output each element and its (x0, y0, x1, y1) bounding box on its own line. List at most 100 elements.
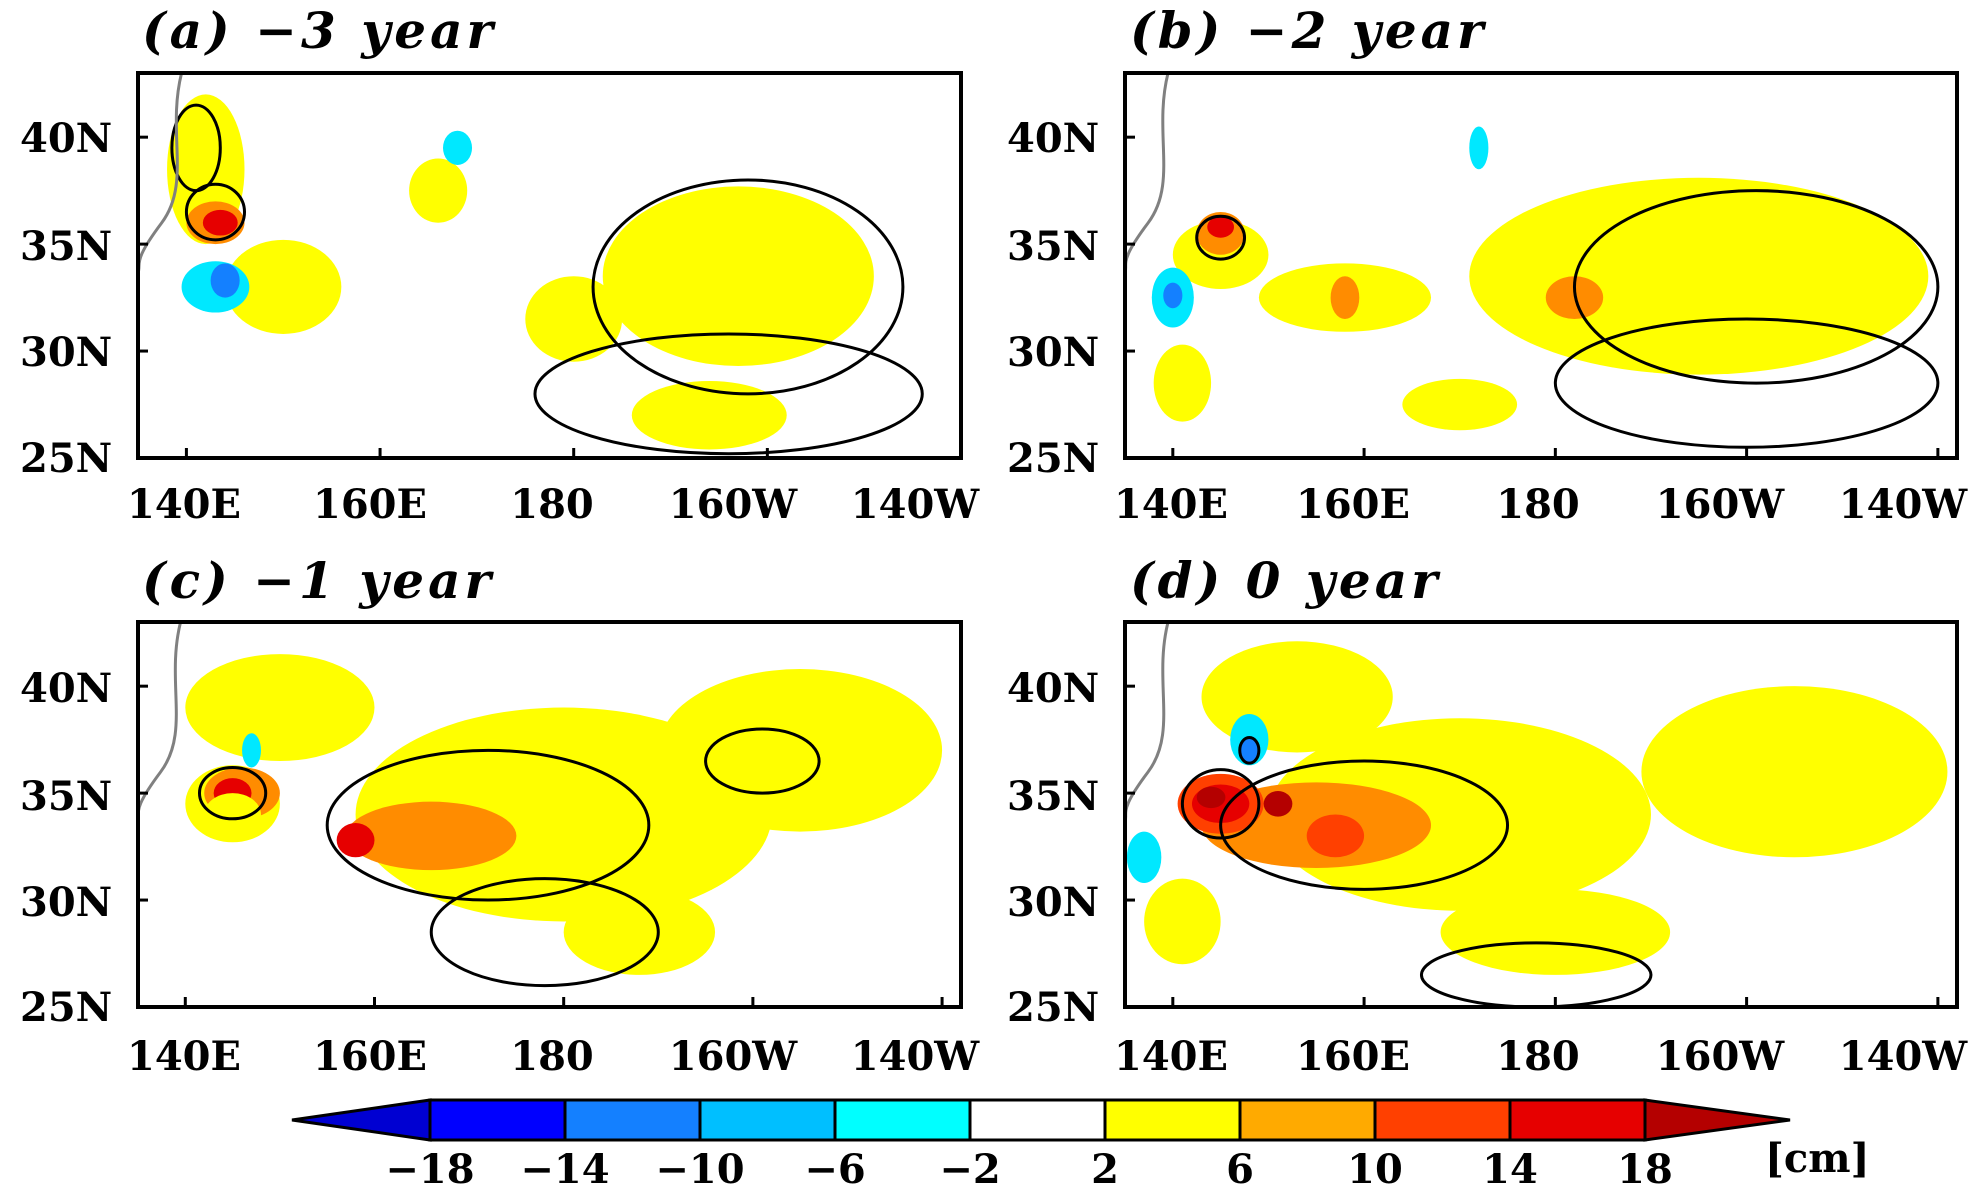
panel-b-xtick-140w: 140W (1839, 481, 1968, 528)
colorbar-swatch (833, 1098, 972, 1142)
significance-contour (1195, 214, 1247, 261)
anomaly-patch (336, 823, 375, 858)
colorbar-tick-m18: −18 (385, 1146, 474, 1190)
colorbar-tick-6: 6 (1226, 1146, 1254, 1190)
panel-a-ytick-35n: 35N (20, 223, 112, 270)
panel-c-ytick-35n: 35N (20, 773, 112, 820)
panel-c-frame (136, 620, 963, 1009)
panel-d-ytick-25n: 25N (1007, 984, 1099, 1031)
anomaly-patch (185, 654, 375, 762)
anomaly-patch (210, 263, 240, 298)
significance-contour (325, 748, 651, 902)
colorbar-swatch (968, 1098, 1107, 1142)
colorbar-ticks: −18 −14 −10 −6 −2 2 6 10 14 18 (385, 1146, 1672, 1190)
panel-a-frame (136, 71, 963, 460)
panel-d-xtick-140w: 140W (1839, 1033, 1968, 1080)
panel-d-xtick-180: 180 (1496, 1033, 1580, 1080)
significance-contour (591, 178, 905, 396)
anomaly-patch (1239, 737, 1259, 764)
anomaly-patch (1201, 641, 1393, 753)
colorbar-swatch (291, 1098, 432, 1142)
significance-contour (197, 765, 268, 821)
anomaly-patch (602, 186, 874, 367)
panel-c: (c) −1 year 40N 35N 30N 25N 140E 160E 18… (20, 551, 980, 1080)
panel-a-title: (a) −3 year (142, 1, 497, 60)
colorbar-swatch (1508, 1098, 1647, 1142)
panel-d-xtick-160e: 160E (1296, 1033, 1410, 1080)
panel-c-ytick-40n: 40N (20, 665, 112, 712)
panel-d: (d) 0 year 40N 35N 30N 25N 140E 160E 180… (1007, 551, 1968, 1080)
anomaly-patch (1163, 282, 1183, 309)
anomaly-patch (1469, 126, 1489, 170)
colorbar-swatch (698, 1098, 837, 1142)
panel-a-plot (138, 73, 963, 458)
panel-b-title: (b) −2 year (1130, 1, 1487, 60)
significance-contour (1553, 317, 1940, 449)
panel-d-xtick-140e: 140E (1114, 1033, 1228, 1080)
significance-contour (704, 727, 821, 795)
anomaly-patch (525, 276, 623, 362)
colorbar-swatch (1238, 1098, 1377, 1142)
panel-c-ytick-25n: 25N (20, 984, 112, 1031)
anomaly-patch (204, 793, 261, 836)
panel-a-xtick-140e: 140E (127, 481, 241, 528)
panel-a-ytick-30n: 30N (20, 329, 112, 376)
colorbar-swatches (291, 1098, 1791, 1142)
panel-a-xtick-160w: 160W (669, 481, 798, 528)
significance-contour (1219, 759, 1510, 891)
anomaly-patch (1641, 686, 1948, 858)
panel-d-title: (d) 0 year (1130, 551, 1441, 610)
panel-a-ytick-25n: 25N (20, 435, 112, 482)
anomaly-patch (202, 209, 238, 236)
colorbar-swatch (1103, 1098, 1242, 1142)
panel-b-xtick-160w: 160W (1656, 481, 1785, 528)
panel-a-xticks: 140E 160E 180 160W 140W (127, 481, 980, 528)
anomaly-patch (1469, 177, 1929, 375)
significance-contour (429, 877, 660, 988)
panel-d-xticks: 140E 160E 180 160W 140W (1114, 1033, 1968, 1080)
panel-a-yticks: 40N 35N 30N 25N (20, 115, 112, 482)
panel-b-plot (1125, 73, 1940, 458)
significance-contour (533, 332, 924, 456)
panel-c-xtick-180: 180 (510, 1033, 594, 1080)
colorbar-swatch (1373, 1098, 1512, 1142)
anomaly-patch (1402, 378, 1518, 431)
anomaly-patch (1306, 814, 1365, 858)
anomaly-patch (1440, 889, 1671, 975)
panel-b-ytick-35n: 35N (1007, 223, 1099, 270)
panel-a-xtick-180: 180 (510, 481, 594, 528)
panel-a: (a) −3 year 40N 35N 30N 25N 140E 160E 18… (20, 1, 980, 528)
significance-contour (170, 103, 222, 193)
panel-b: (b) −2 year 40N 35N 30N 25N 140E 160E 18… (1007, 1, 1968, 528)
significance-contour (184, 182, 247, 242)
anomaly-patch (658, 669, 943, 832)
anomaly-patch (1144, 878, 1221, 965)
panel-d-plot (1125, 622, 1948, 1007)
panel-b-yticks: 40N 35N 30N 25N (1007, 115, 1099, 482)
significance-contour (1238, 736, 1261, 765)
panel-b-frame (1123, 71, 1959, 460)
colorbar-tick-14: 14 (1482, 1146, 1538, 1190)
anomaly-patch (563, 889, 716, 975)
panel-d-ytick-30n: 30N (1007, 879, 1099, 926)
panel-c-title: (c) −1 year (142, 551, 495, 610)
anomaly-patch (225, 239, 342, 334)
panel-b-xtick-160e: 160E (1296, 481, 1410, 528)
panel-d-ytick-35n: 35N (1007, 773, 1099, 820)
panel-c-xtick-140w: 140W (851, 1033, 980, 1080)
anomaly-patch (631, 381, 787, 450)
anomaly-patch (346, 801, 517, 871)
colorbar-swatch (563, 1098, 702, 1142)
colorbar-unit: [cm] (1765, 1135, 1870, 1182)
panel-b-ytick-40n: 40N (1007, 115, 1099, 162)
panel-d-ytick-40n: 40N (1007, 665, 1099, 712)
colorbar-tick-m14: −14 (520, 1146, 609, 1190)
anomaly-patch (1196, 786, 1226, 809)
panel-a-xtick-140w: 140W (851, 481, 980, 528)
colorbar-tick-18: 18 (1617, 1146, 1673, 1190)
colorbar-tick-2: 2 (1091, 1146, 1119, 1190)
panel-c-yticks: 40N 35N 30N 25N (20, 665, 112, 1031)
panel-a-ytick-40n: 40N (20, 115, 112, 162)
colorbar-tick-m2: −2 (939, 1146, 1000, 1190)
panel-b-ytick-30n: 30N (1007, 329, 1099, 376)
